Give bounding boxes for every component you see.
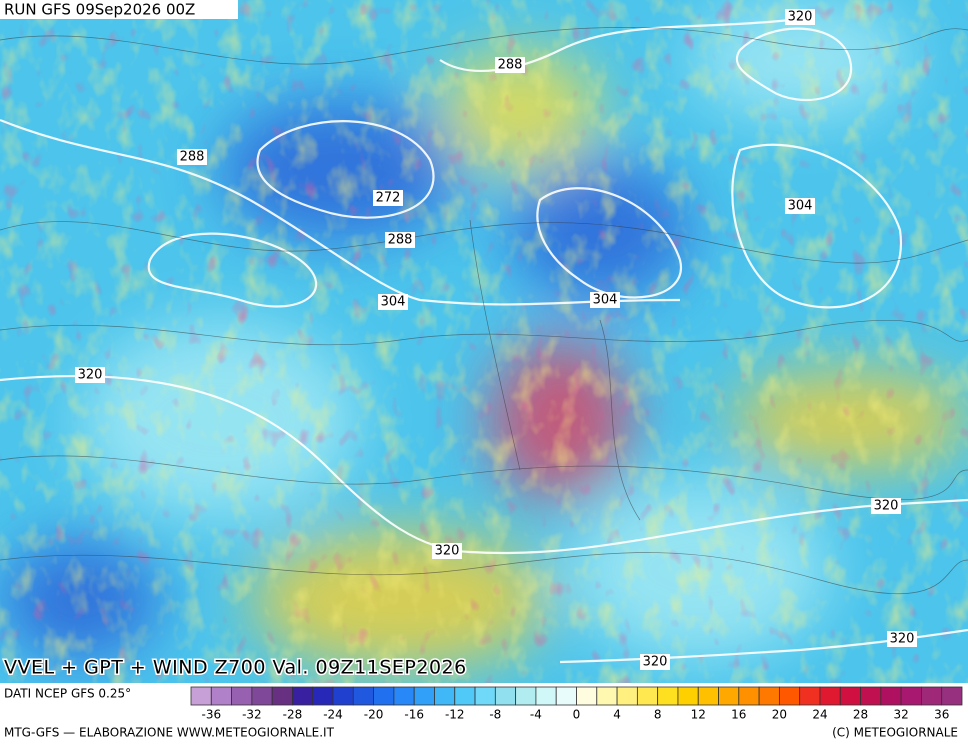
contour-label-bg <box>385 232 415 248</box>
contour-label-bg <box>495 57 525 73</box>
colorbar-box <box>758 686 780 706</box>
colorbar-box <box>474 686 496 706</box>
colorbar-tick-label: 12 <box>691 708 706 722</box>
colorbar-box <box>413 686 435 706</box>
colorbar-box <box>941 686 963 706</box>
map-title: VVEL + GPT + WIND Z700 Val. 09Z11SEP2026 <box>4 657 467 679</box>
contour-label-bg <box>785 9 815 25</box>
colorbar-box <box>231 686 253 706</box>
colorbar-box <box>210 686 232 706</box>
contour-label: 304 <box>381 295 406 310</box>
colorbar-box <box>332 686 354 706</box>
contour-label: 320 <box>788 10 813 25</box>
colorbar-box <box>860 686 882 706</box>
colorbar-tick-label: 24 <box>812 708 827 722</box>
colorbar-box <box>555 686 577 706</box>
colorbar-tick-label: 16 <box>731 708 746 722</box>
contour-label-bg <box>378 294 408 310</box>
contour-label-bg <box>75 367 105 383</box>
contour-label: 320 <box>890 632 915 647</box>
source-label: DATI NCEP GFS 0.25° <box>4 687 131 701</box>
colorbar-box <box>778 686 801 706</box>
colorbar-box <box>454 686 476 706</box>
colorbar-box <box>718 686 740 706</box>
colorbar-box <box>677 686 699 706</box>
colorbar-box <box>576 686 598 706</box>
colorbar-tick-label: 28 <box>853 708 868 722</box>
colorbar-tick-label: 0 <box>573 708 581 722</box>
contour-label-bg <box>432 543 462 559</box>
colorbar-box <box>292 686 314 706</box>
colorbar-tick-label: -28 <box>283 708 303 722</box>
colorbar-box <box>636 686 659 706</box>
contour-label: 304 <box>593 293 618 308</box>
colorbar-tick-label: -20 <box>364 708 384 722</box>
colorbar-box <box>494 686 517 706</box>
colorbar-tick-label: -8 <box>489 708 501 722</box>
contour-label: 288 <box>388 233 413 248</box>
colorbar-box <box>921 686 943 706</box>
colorbar-box <box>535 686 557 706</box>
colorbar-box <box>839 686 861 706</box>
footer-right: (C) METEOGIORNALE <box>832 726 958 740</box>
contour-label: 288 <box>180 150 205 165</box>
colorbar-box <box>312 686 334 706</box>
contour-label-bg <box>590 292 620 308</box>
colorbar-box <box>900 686 922 706</box>
colorbar-tick-label: -32 <box>242 708 262 722</box>
contour-label: 320 <box>435 544 460 559</box>
colorbar-tick-label: -36 <box>201 708 221 722</box>
colorbar-tick-label: 4 <box>613 708 621 722</box>
run-label-bg <box>0 0 238 19</box>
colorbar-box <box>657 686 679 706</box>
colorbar-box <box>799 686 821 706</box>
contour-label: 288 <box>498 58 523 73</box>
colorbar-tick-label: -4 <box>530 708 542 722</box>
contour-label: 320 <box>874 499 899 514</box>
colorbar-box <box>738 686 760 706</box>
contour-label: 320 <box>643 655 668 670</box>
colorbar: -36 -32 -28 -24 -20 -16 -12 -8 -4 0 4 8 12 16 20 24 28 32… <box>190 686 963 722</box>
contour-label-bg <box>373 190 403 206</box>
colorbar-box <box>190 686 212 706</box>
colorbar-tick-label: 36 <box>934 708 949 722</box>
colorbar-tick-label: 32 <box>893 708 908 722</box>
colorbar-box <box>393 686 415 706</box>
colorbar-tick-label: 20 <box>772 708 787 722</box>
colorbar-box <box>697 686 719 706</box>
contour-label: 272 <box>376 191 401 206</box>
colorbar-box <box>352 686 375 706</box>
colorbar-box <box>515 686 537 706</box>
colorbar-box <box>819 686 841 706</box>
colorbar-tick-label: -24 <box>323 708 343 722</box>
footer-left: MTG-GFS — ELABORAZIONE WWW.METEOGIORNALE… <box>4 726 335 740</box>
contour-label: 304 <box>788 199 813 214</box>
contour-label-bg <box>887 631 917 647</box>
colorbar-box <box>616 686 638 706</box>
colorbar-box <box>373 686 395 706</box>
colorbar-tick-label: 8 <box>654 708 662 722</box>
contour-label-bg <box>871 498 901 514</box>
colorbar-box <box>251 686 273 706</box>
contour-label-bg <box>785 198 815 214</box>
colorbar-box <box>271 686 293 706</box>
colorbar-tick-label: -12 <box>445 708 465 722</box>
run-label: RUN GFS 09Sep2026 00Z <box>4 1 195 19</box>
colorbar-tick-label: -16 <box>404 708 424 722</box>
colorbar-box <box>880 686 902 706</box>
contour-label-bg <box>177 149 207 165</box>
colorbar-box <box>596 686 618 706</box>
contour-label-bg <box>640 654 670 670</box>
colorbar-box <box>434 686 456 706</box>
contour-label: 320 <box>78 368 103 383</box>
